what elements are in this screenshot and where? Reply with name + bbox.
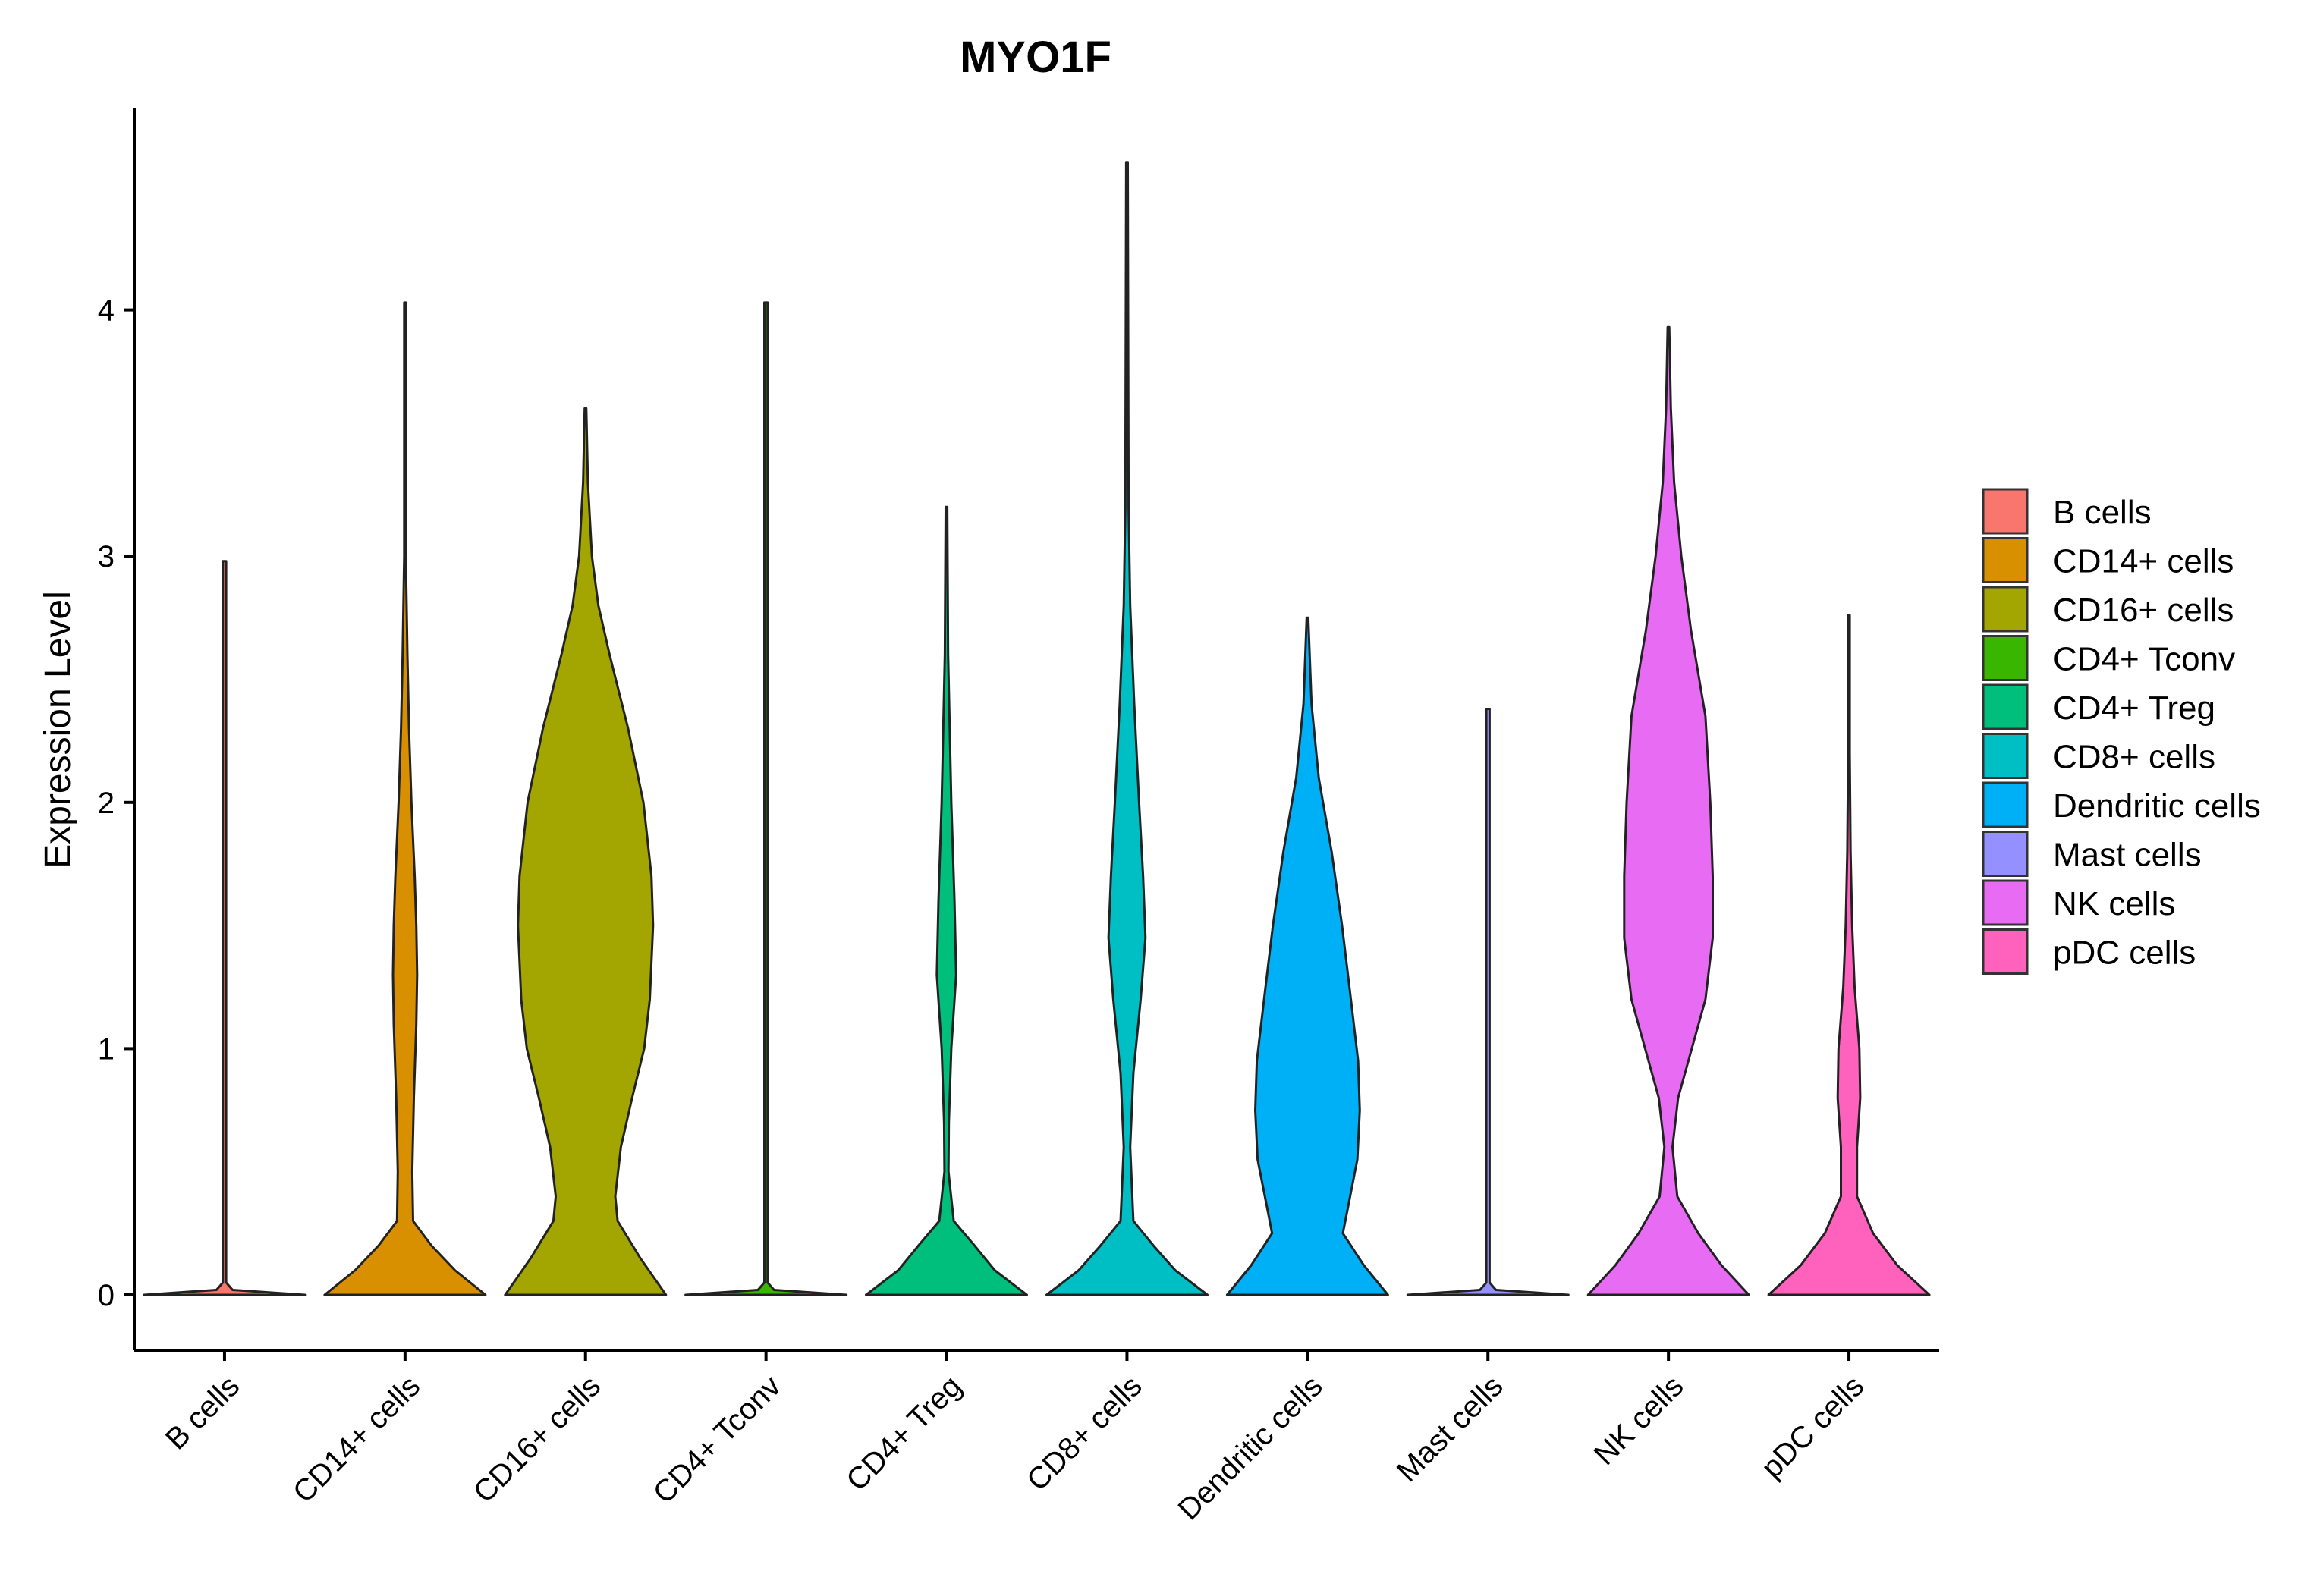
violin-mast-cells [1406,708,1570,1296]
legend-swatch-pdc-cells [1982,928,2029,975]
legend-label: CD16+ cells [2053,592,2234,629]
violin-group [143,161,1931,1296]
violin-cd14plus-cells [323,301,487,1296]
x-tick-label: CD16+ cells [467,1369,607,1509]
violin-pdc-cells [1767,614,1931,1296]
legend-swatch-cd8plus-cells [1982,733,2029,779]
violin-cd4plus-treg [865,505,1028,1296]
violin-nk-cells [1586,325,1750,1296]
y-tick-label: 4 [98,294,115,328]
x-tick-label: pDC cells [1755,1369,1870,1484]
legend-swatch-cd14plus-cells [1982,537,2029,583]
x-tick-label: Dendritic cells [1172,1369,1329,1526]
legend-label: CD8+ cells [2053,739,2215,776]
legend-swatch-cd4plus-treg [1982,683,2029,730]
x-tick-label: Mast cells [1391,1369,1510,1488]
legend-swatch-nk-cells [1982,879,2029,926]
legend: B cells CD14+ cells CD16+ cells CD4+ Tconv C… [1982,488,2261,975]
axes [133,108,1939,1352]
legend-swatch-cd16plus-cells [1982,586,2029,633]
legend-label: NK cells [2053,885,2175,922]
violin-cd16plus-cells [504,407,668,1296]
legend-swatch-b-cells [1982,488,2029,535]
y-tick-label: 0 [98,1279,115,1312]
legend-label: CD14+ cells [2053,543,2234,580]
legend-swatch-cd4plus-tconv [1982,635,2029,681]
y-axis-label: Expression Level [38,591,78,869]
x-tick-label: B cells [159,1369,246,1456]
y-tick-label: 2 [98,787,115,820]
x-tick-label: CD14+ cells [287,1369,426,1509]
y-tick-label: 3 [98,540,115,573]
x-tick-label: CD8+ cells [1020,1369,1149,1497]
violin-b-cells [143,560,307,1296]
y-tick-label: 1 [98,1032,115,1066]
violin-dendritic-cells [1225,616,1389,1296]
chart-title: MYO1F [960,33,1111,82]
x-tick-label: NK cells [1588,1369,1690,1472]
legend-label: Mast cells [2053,837,2202,874]
legend-swatch-mast-cells [1982,831,2029,877]
legend-label: Dendritic cells [2053,787,2261,825]
y-ticks: 0 1 2 3 4 [98,294,134,1312]
legend-label: B cells [2053,494,2152,531]
x-ticks: B cells CD14+ cells CD16+ cells CD4+ Tconv C… [159,1350,1870,1526]
legend-swatch-dendritic-cells [1982,781,2029,828]
x-tick-label: CD4+ Treg [840,1369,968,1497]
legend-label: pDC cells [2053,935,2196,972]
x-tick-label: CD4+ Tconv [647,1369,788,1510]
legend-label: CD4+ Tconv [2053,641,2235,678]
violin-cd8plus-cells [1045,161,1209,1296]
legend-label: CD4+ Treg [2053,690,2215,727]
violin-cd4plus-tconv [684,301,848,1296]
